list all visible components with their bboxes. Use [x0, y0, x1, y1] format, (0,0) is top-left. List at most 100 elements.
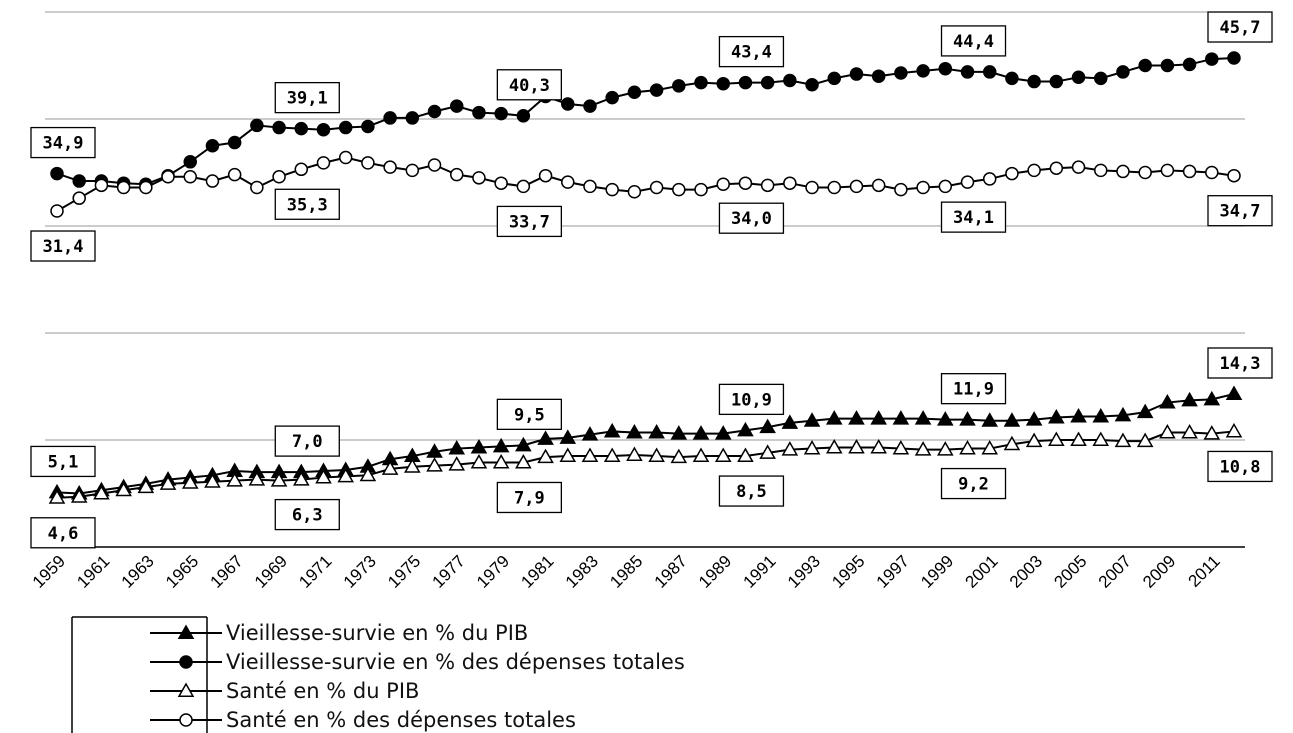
point	[982, 65, 997, 79]
point	[1181, 423, 1198, 439]
point	[583, 179, 597, 194]
point	[738, 75, 753, 90]
point	[1205, 52, 1219, 66]
point	[361, 156, 375, 170]
point	[316, 156, 331, 170]
point	[1049, 161, 1064, 175]
point	[405, 163, 420, 178]
point	[627, 185, 642, 199]
point	[70, 488, 88, 503]
point	[825, 438, 843, 454]
point	[359, 466, 377, 482]
point	[1025, 432, 1043, 448]
point	[1092, 407, 1110, 423]
value-label-box	[940, 373, 1007, 405]
value-label-box	[30, 517, 96, 549]
x-tick-label: 1975	[384, 552, 424, 592]
point	[1203, 425, 1221, 440]
point	[294, 121, 309, 136]
point	[48, 489, 66, 504]
point	[627, 85, 642, 99]
point	[205, 139, 220, 153]
markers	[48, 51, 1243, 504]
point	[914, 441, 932, 456]
point	[1005, 166, 1019, 181]
value-label: 9,5	[514, 405, 545, 425]
x-tick-label: 1987	[651, 552, 691, 592]
point	[649, 180, 664, 195]
point	[494, 176, 508, 190]
value-label: 7,0	[292, 432, 323, 452]
point	[1114, 406, 1132, 422]
point	[805, 78, 819, 92]
value-label: 6,3	[292, 506, 323, 526]
x-tick-label: 1989	[695, 552, 735, 592]
point	[1136, 403, 1154, 419]
point	[938, 179, 953, 194]
point	[272, 120, 286, 135]
point	[1181, 391, 1198, 407]
point	[605, 90, 619, 105]
point	[1227, 51, 1241, 65]
point	[494, 106, 508, 121]
point	[1070, 407, 1087, 423]
point	[448, 456, 466, 471]
point	[1114, 432, 1132, 448]
point	[427, 104, 442, 119]
x-tick-label: 2001	[962, 552, 1002, 592]
point	[781, 441, 799, 456]
point	[449, 167, 464, 182]
point	[204, 473, 221, 488]
point	[581, 447, 599, 463]
point	[516, 109, 531, 123]
point	[1048, 431, 1065, 446]
point	[1160, 163, 1175, 178]
legend-marker	[177, 682, 195, 697]
point	[50, 204, 64, 218]
point	[94, 178, 109, 193]
legend-label: Vieillesse-survie en % des dépenses tota…	[226, 650, 685, 674]
point	[760, 178, 775, 193]
value-label-box	[1207, 347, 1273, 379]
value-label: 44,4	[953, 32, 994, 52]
point	[492, 453, 510, 469]
point	[892, 410, 910, 425]
point	[714, 447, 732, 463]
x-tick-label: 1979	[473, 552, 513, 592]
legend-marker	[177, 624, 195, 639]
point	[137, 478, 155, 494]
value-label: 34,0	[731, 209, 772, 229]
value-label-box	[718, 383, 785, 416]
point	[248, 471, 266, 486]
point	[670, 448, 688, 464]
x-tick-label: 1995	[828, 552, 868, 592]
point	[1070, 431, 1087, 446]
point	[383, 111, 397, 125]
point	[959, 440, 976, 455]
point	[205, 174, 220, 188]
point	[537, 448, 554, 464]
x-tick-label: 2009	[1139, 552, 1179, 592]
point	[738, 176, 753, 190]
point	[1159, 394, 1176, 409]
x-tick-label: 1981	[517, 552, 557, 592]
point	[916, 180, 930, 195]
point	[959, 411, 976, 426]
value-label-box	[940, 25, 1007, 57]
point	[982, 172, 997, 186]
x-tick-label: 1985	[606, 552, 646, 592]
value-label: 4,6	[48, 524, 79, 544]
point	[1003, 412, 1021, 427]
value-label: 34,7	[1220, 202, 1261, 222]
value-label-box	[718, 475, 785, 507]
point	[294, 162, 309, 177]
x-tick-label: 1997	[873, 552, 913, 592]
point	[981, 412, 999, 427]
point	[827, 71, 842, 86]
point	[159, 475, 177, 490]
point	[648, 423, 665, 439]
point	[848, 410, 865, 425]
value-label-box	[274, 498, 340, 531]
point	[292, 471, 310, 486]
